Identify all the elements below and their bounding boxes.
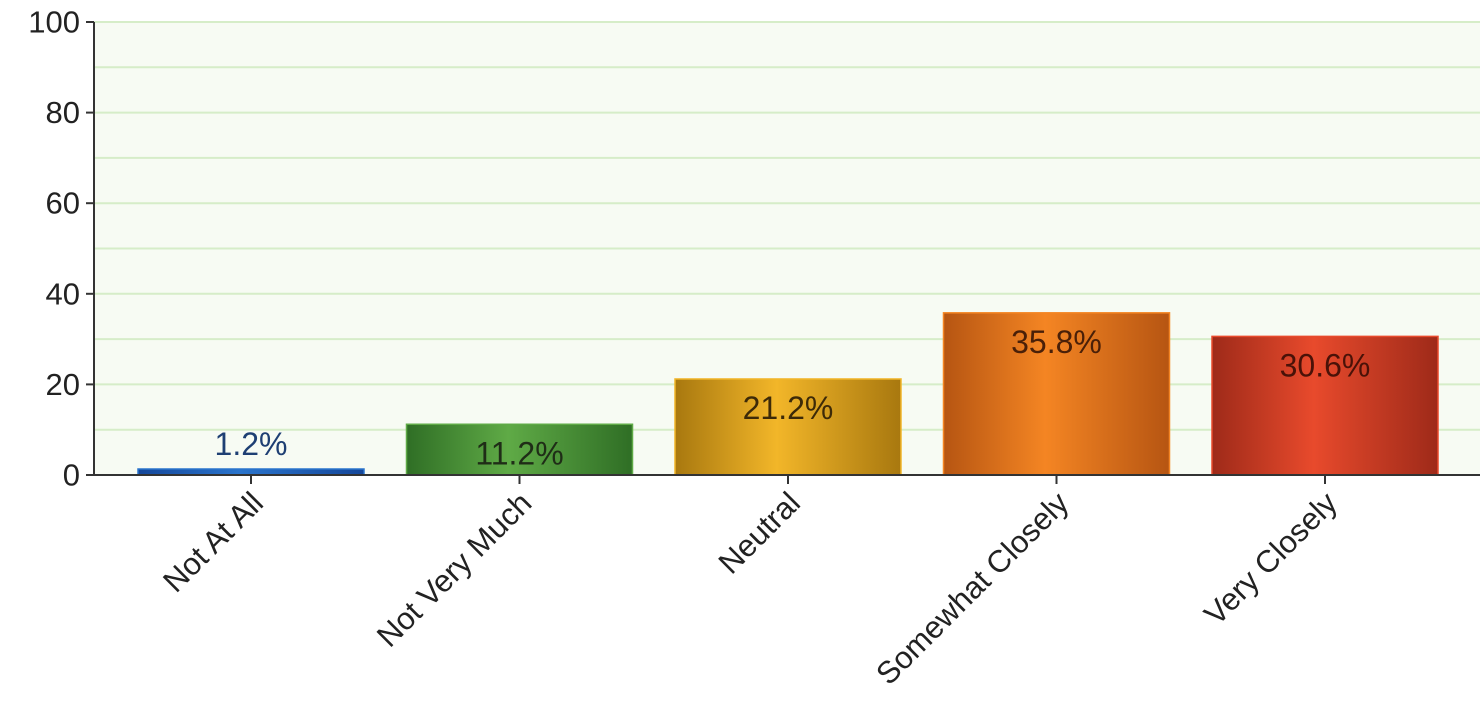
data-label: 21.2% [743, 390, 834, 426]
bar-neutral [674, 378, 902, 476]
x-category-label: Somewhat Closely [869, 485, 1076, 692]
y-tick-label: 40 [46, 276, 80, 311]
bar-not-very-much [405, 423, 634, 476]
data-label: 35.8% [1011, 324, 1102, 360]
data-label: 30.6% [1280, 347, 1371, 383]
y-tick-label: 20 [46, 367, 80, 402]
bars: 1.2% 11.2% 21.2% 35.8% 30.6% [137, 312, 1439, 476]
x-category-label: Not Very Much [370, 485, 539, 654]
y-tick-label: 60 [46, 186, 80, 221]
data-label: 11.2% [475, 435, 563, 471]
y-tick-label: 0 [63, 458, 80, 493]
x-axis-ticks: Not At All Not Very Much Neutral Somewhat C… [156, 475, 1344, 691]
y-axis-ticks: 0 20 40 60 80 100 [28, 5, 94, 493]
x-category-label: Not At All [156, 485, 270, 599]
y-tick-label: 100 [28, 5, 80, 40]
bar-somewhat-closely [942, 312, 1171, 476]
x-category-label: Neutral [712, 485, 807, 580]
data-label: 1.2% [215, 426, 288, 462]
y-tick-label: 80 [46, 95, 80, 130]
bar-very-closely [1211, 335, 1439, 476]
x-category-label: Very Closely [1197, 485, 1344, 632]
